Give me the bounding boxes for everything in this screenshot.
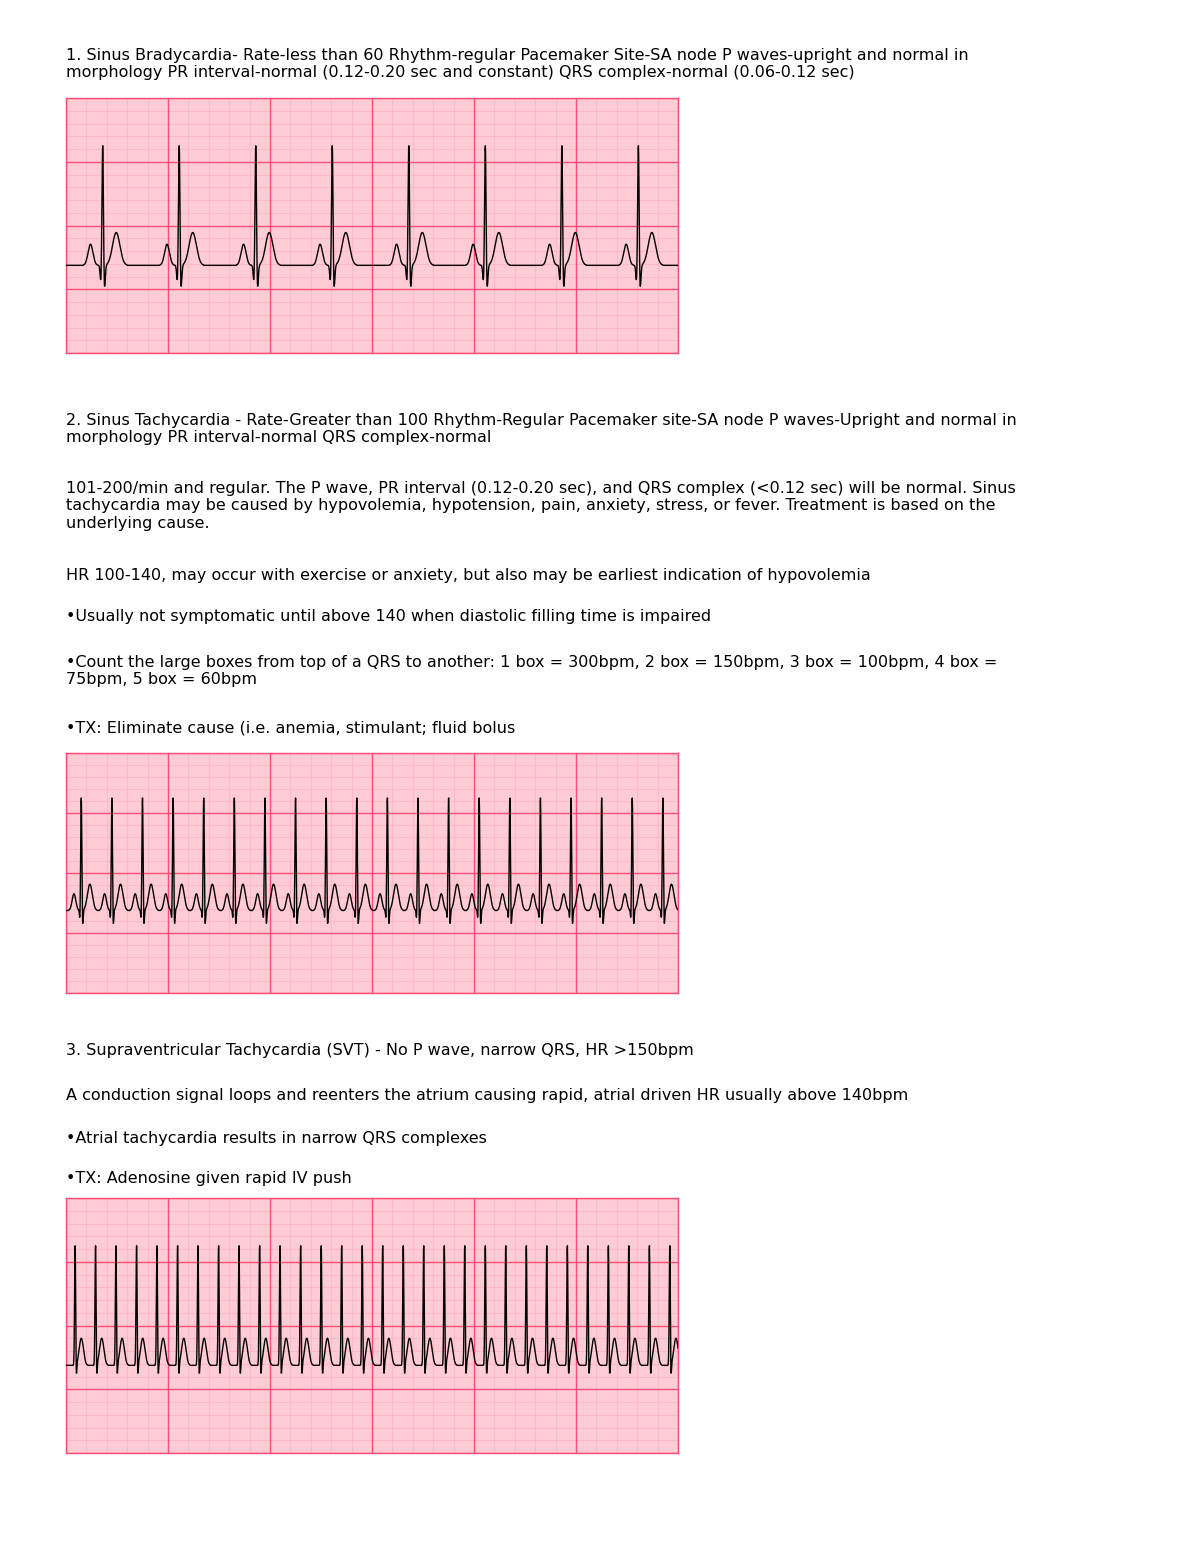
Text: HR 100-140, may occur with exercise or anxiety, but also may be earliest indicat: HR 100-140, may occur with exercise or a… xyxy=(66,568,871,582)
Text: 3. Supraventricular Tachycardia (SVT) - No P wave, narrow QRS, HR >150bpm: 3. Supraventricular Tachycardia (SVT) - … xyxy=(66,1044,694,1058)
Text: •TX: Eliminate cause (i.e. anemia, stimulant; fluid bolus: •TX: Eliminate cause (i.e. anemia, stimu… xyxy=(66,721,515,736)
Text: •Count the large boxes from top of a QRS to another: 1 box = 300bpm, 2 box = 150: •Count the large boxes from top of a QRS… xyxy=(66,655,997,688)
Text: 2. Sinus Tachycardia - Rate-Greater than 100 Rhythm-Regular Pacemaker site-SA no: 2. Sinus Tachycardia - Rate-Greater than… xyxy=(66,413,1016,446)
Text: •Atrial tachycardia results in narrow QRS complexes: •Atrial tachycardia results in narrow QR… xyxy=(66,1131,487,1146)
Text: •TX: Adenosine given rapid IV push: •TX: Adenosine given rapid IV push xyxy=(66,1171,352,1186)
Text: 101-200/min and regular. The P wave, PR interval (0.12-0.20 sec), and QRS comple: 101-200/min and regular. The P wave, PR … xyxy=(66,481,1015,531)
Text: A conduction signal loops and reenters the atrium causing rapid, atrial driven H: A conduction signal loops and reenters t… xyxy=(66,1089,908,1103)
Text: 1. Sinus Bradycardia- Rate-less than 60 Rhythm-regular Pacemaker Site-SA node P : 1. Sinus Bradycardia- Rate-less than 60 … xyxy=(66,48,968,81)
Text: •Usually not symptomatic until above 140 when diastolic filling time is impaired: •Usually not symptomatic until above 140… xyxy=(66,609,712,624)
